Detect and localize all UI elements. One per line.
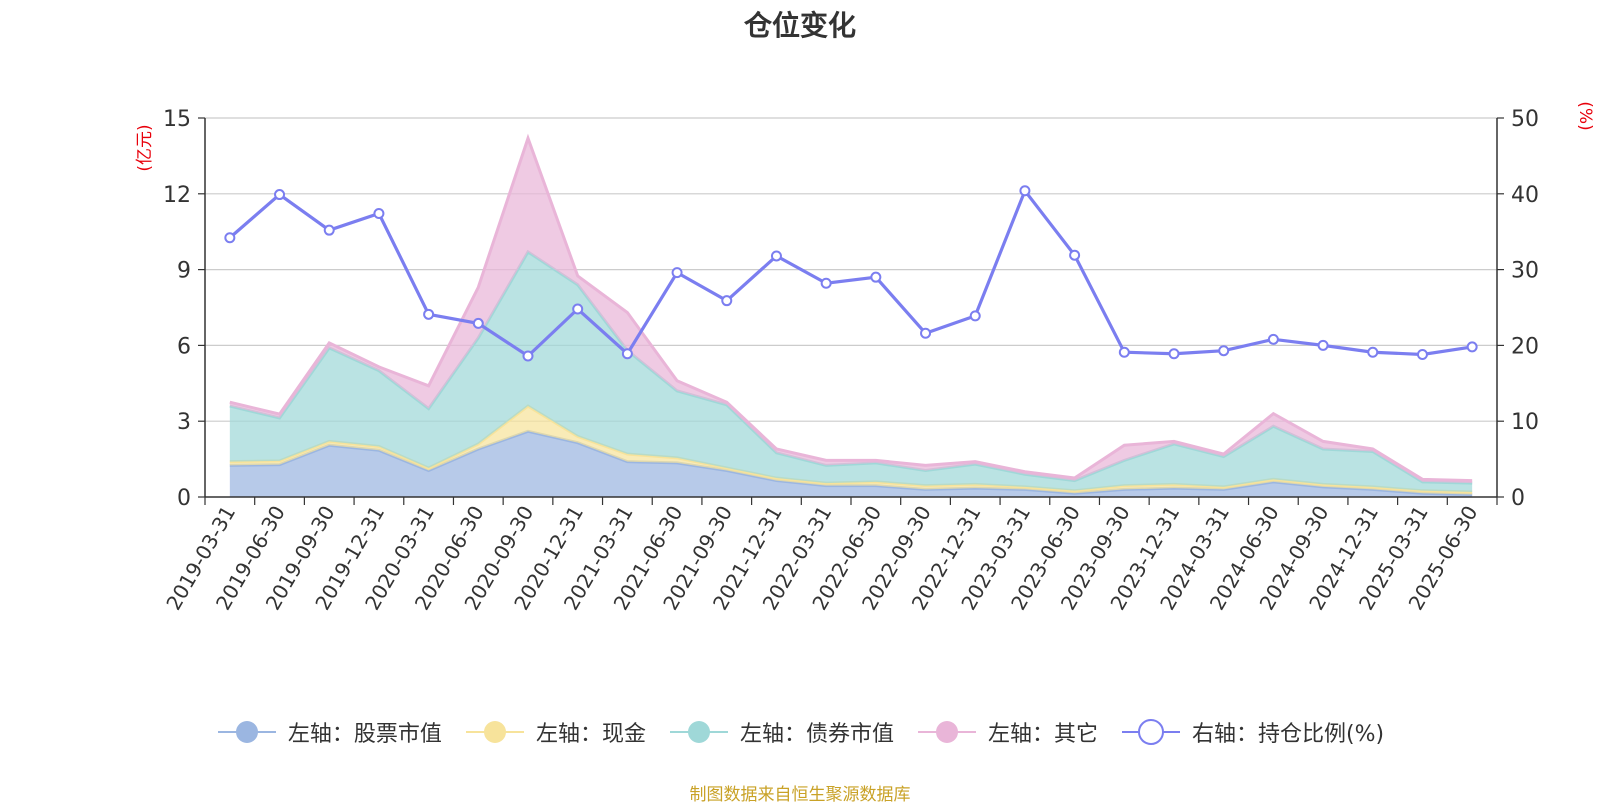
ratio-point: [1267, 333, 1279, 345]
legend-hollow-circle-icon: [1121, 719, 1180, 745]
right-tick-label: 30: [1511, 259, 1539, 284]
ratio-point: [920, 327, 932, 339]
ratio-point: [423, 308, 435, 320]
ratio-point: [1168, 348, 1180, 360]
ratio-point: [373, 208, 385, 220]
legend-item-1[interactable]: 左轴：股票市值: [216, 716, 442, 748]
legend-label: 左轴：债券市值: [739, 722, 894, 747]
ratio-point: [1118, 346, 1130, 358]
ratio-point: [1317, 339, 1329, 351]
ratio-point: [224, 232, 236, 244]
ratio-point: [721, 295, 733, 307]
legend-filled-circle-icon: [669, 721, 728, 743]
area-series-2: [229, 406, 1473, 495]
ratio-point: [820, 277, 832, 289]
legend-label: 左轴：其它: [987, 722, 1098, 747]
area-series-4: [229, 138, 1473, 484]
ratio-point: [323, 224, 335, 236]
left-tick-label: 0: [177, 486, 191, 511]
right-tick-label: 10: [1511, 410, 1539, 435]
area-series-1: [229, 431, 1473, 497]
left-axis-unit: (亿元): [135, 124, 155, 171]
ratio-point: [969, 310, 981, 322]
ratio-point: [870, 271, 882, 283]
ratio-point: [274, 189, 286, 201]
source-note: 制图数据来自恒生聚源数据库: [689, 785, 911, 805]
legend-label: 右轴：持仓比例(%): [1191, 722, 1385, 747]
left-tick-label: 9: [177, 259, 191, 284]
left-tick-label: 15: [163, 107, 191, 132]
ratio-point: [1466, 341, 1478, 353]
ratio-point: [472, 317, 484, 329]
legend-item-3[interactable]: 左轴：债券市值: [668, 716, 894, 748]
chart-title: 仓位变化: [743, 9, 856, 42]
ratio-point: [1069, 249, 1081, 261]
ratio-point: [1416, 348, 1428, 360]
ratio-point: [572, 303, 584, 315]
right-axis-unit: (%): [1575, 101, 1595, 130]
left-tick-label: 6: [177, 334, 191, 359]
ratio-line: [228, 187, 1473, 359]
ratio-point: [522, 350, 534, 362]
right-tick-label: 40: [1511, 183, 1539, 208]
left-tick-label: 12: [163, 183, 191, 208]
legend-label: 左轴：现金: [535, 722, 646, 747]
legend-item-2[interactable]: 左轴：现金: [464, 716, 646, 748]
legend-filled-circle-icon: [465, 721, 524, 743]
legend-item-5[interactable]: 右轴：持仓比例(%): [1120, 716, 1384, 748]
ratio-point: [1019, 185, 1031, 197]
area-series-line-4: [229, 133, 1473, 483]
right-tick-label: 50: [1511, 107, 1539, 132]
left-tick-label: 3: [177, 410, 191, 435]
legend-label: 左轴：股票市值: [287, 722, 442, 747]
legend-filled-circle-icon: [917, 721, 976, 743]
ratio-point: [671, 267, 683, 279]
ratio-point: [1367, 346, 1379, 358]
legend-filled-circle-icon: [217, 721, 276, 743]
right-tick-label: 0: [1511, 486, 1525, 511]
ratio-point: [621, 348, 633, 360]
ratio-point: [770, 250, 782, 262]
area-series-3: [229, 251, 1473, 492]
ratio-point: [1218, 345, 1230, 357]
right-tick-label: 20: [1511, 334, 1539, 359]
legend: 左轴：股票市值 左轴：现金 左轴：债券市值 左轴：其它 右轴：持仓比例(%): [0, 716, 1600, 748]
legend-item-4[interactable]: 左轴：其它: [916, 716, 1098, 748]
